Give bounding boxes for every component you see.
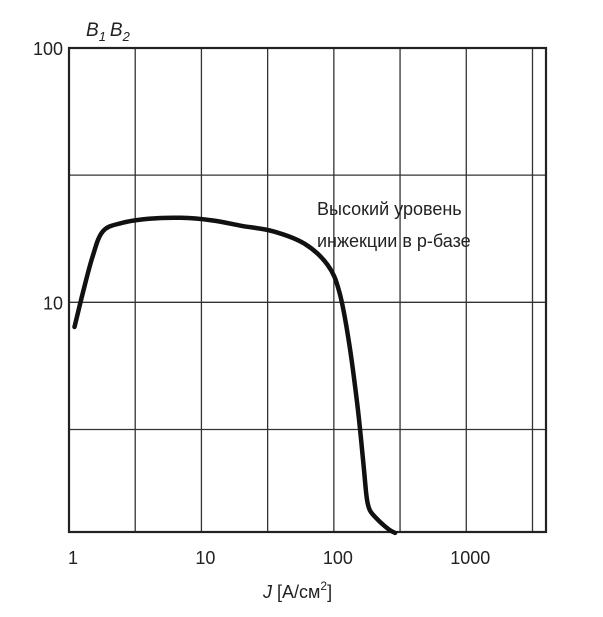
y-axis-label: B1 B2 <box>86 20 131 44</box>
series-line <box>72 215 398 536</box>
x-axis-label: J [А/см2] <box>262 579 332 602</box>
x-tick-label: 10 <box>195 548 215 568</box>
x-tick-label: 1000 <box>450 548 490 568</box>
y-tick-label: 100 <box>33 39 63 59</box>
annotation-line-2: инжекции в p-базе <box>317 231 471 251</box>
annotation-line-1: Высокий уровень <box>317 199 462 219</box>
plot-frame <box>67 46 548 534</box>
annotation-high-injection: Высокий уровень инжекции в p-базе <box>317 199 471 251</box>
grid <box>69 48 546 532</box>
x-tick-label: 100 <box>323 548 353 568</box>
y-tick-label: 10 <box>43 293 63 313</box>
x-tick-label: 1 <box>68 548 78 568</box>
tick-labels: 1 10 100 1000 10 100 <box>33 39 490 568</box>
